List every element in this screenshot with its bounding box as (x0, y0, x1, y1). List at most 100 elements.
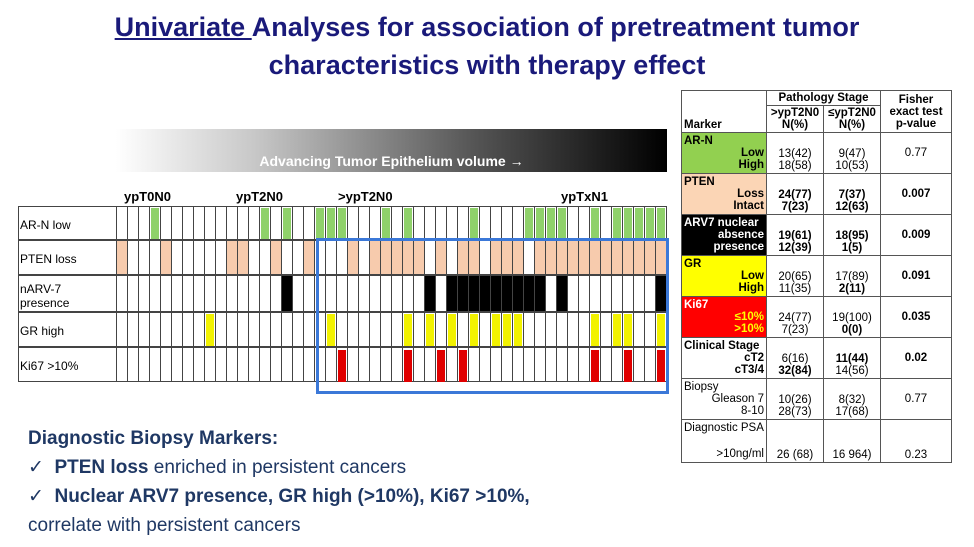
marker-level: >10ng/ml (716, 448, 764, 460)
value: 2(11) (838, 283, 866, 295)
value: 24(77) (778, 312, 812, 324)
check-icon: ✓ (28, 486, 44, 507)
value: 12(63) (835, 201, 869, 213)
value-cell-gt: 26 (68) (766, 419, 824, 463)
value-cell-le: 16 964) (823, 419, 881, 463)
p-value: 0.007 (880, 173, 952, 215)
p-value: 0.091 (880, 255, 952, 297)
heatmap-row-label: AR-N low (20, 218, 71, 232)
value: 24(77) (778, 189, 812, 201)
value-cell-le: 7(37) 12(63) (823, 173, 881, 215)
value: 13(42) (778, 148, 812, 160)
heatmap-cell (325, 312, 337, 347)
value: 14(56) (835, 365, 869, 377)
slide-title: Univariate Analyses for association of p… (0, 8, 974, 84)
diag-heading: Diagnostic Biopsy Markers: (28, 428, 279, 449)
marker-cell: Clinical Stage cT2 cT3/4 (681, 337, 767, 379)
heatmap-row-label: nARV-7 presence (20, 282, 70, 310)
heatmap-row-label: PTEN loss (20, 252, 77, 266)
title-underlined: Univariate (114, 12, 252, 42)
value-cell-gt: 13(42) 18(58) (766, 132, 824, 174)
heatmap-label-cell (18, 275, 117, 312)
value-cell-le: 18(95) 1(5) (823, 214, 881, 256)
marker-level: cT2 (744, 352, 764, 364)
value: 19(61) (778, 230, 812, 242)
value: 17(68) (835, 406, 869, 418)
header-pathology-stage: Pathology Stage (766, 90, 881, 106)
value: 19(100) (832, 312, 872, 324)
value: 1(5) (841, 242, 863, 254)
marker-level: High (738, 159, 764, 171)
value: 28(73) (778, 406, 812, 418)
value: 11(44) (835, 353, 869, 365)
stage-label-ypTxN1: ypTxN1 (561, 189, 608, 204)
p-value: 0.23 (880, 419, 952, 463)
value: 10(26) (778, 394, 812, 406)
header-fisher: Fisher exact test p-value (880, 90, 952, 133)
diag-line1-bold: PTEN loss (54, 457, 149, 478)
value: 7(23) (781, 324, 809, 336)
marker-level: absence (717, 229, 764, 241)
marker-level: High (738, 282, 764, 294)
value: 17(89) (835, 271, 869, 283)
heatmap-label-cell (18, 206, 117, 240)
marker-level: Low (741, 270, 764, 282)
stage-label-ypT2N0: ypT2N0 (236, 189, 283, 204)
value: 0(0) (841, 324, 863, 336)
tumor-volume-gradient-bar: Advancing Tumor Epithelium volume → (116, 129, 667, 172)
marker-level: Gleason 7 (711, 393, 764, 405)
marker-cell: ARV7 nuclear absence presence (681, 214, 767, 256)
value: 18(95) (835, 230, 869, 242)
diagnostic-markers-text: Diagnostic Biopsy Markers: ✓ PTEN loss e… (28, 424, 530, 540)
title-line2: characteristics with therapy effect (268, 50, 706, 80)
value: 6(16) (781, 353, 809, 365)
diag-line2-bold: Nuclear ARV7 presence, GR high (>10%), K… (54, 486, 530, 507)
value-cell-le: 11(44) 14(56) (823, 337, 881, 379)
heatmap-label-cell (18, 240, 117, 275)
header-col-le: ≤ypT2N0 N(%) (823, 105, 881, 133)
marker-name: Diagnostic PSA (684, 422, 764, 434)
marker-name: Biopsy (684, 381, 719, 393)
value-cell-gt: 19(61) 12(39) (766, 214, 824, 256)
marker-level: >10% (734, 323, 764, 335)
marker-level: presence (713, 241, 764, 253)
marker-level: 8-10 (740, 405, 764, 417)
value: 26 (68) (776, 449, 814, 461)
marker-cell: Ki67 ≤10% >10% (681, 296, 767, 338)
p-value: 0.035 (880, 296, 952, 338)
value-cell-le: 8(32) 17(68) (823, 378, 881, 420)
marker-name: Clinical Stage (684, 340, 760, 352)
marker-cell: Biopsy Gleason 7 8-10 (681, 378, 767, 420)
check-icon: ✓ (28, 457, 44, 478)
header-col-gt: >ypT2N0 N(%) (766, 105, 824, 133)
header-marker: Marker (681, 90, 767, 133)
value-cell-le: 19(100) 0(0) (823, 296, 881, 338)
value: 7(37) (838, 189, 866, 201)
value-cell-gt: 10(26) 28(73) (766, 378, 824, 420)
value: 11(35) (778, 283, 812, 295)
value: 8(32) (838, 394, 866, 406)
gradient-label: Advancing Tumor Epithelium volume → (259, 153, 524, 169)
diag-line1-rest: enriched in persistent cancers (148, 457, 407, 478)
value: 7(23) (781, 201, 809, 213)
value-cell-gt: 24(77) 7(23) (766, 296, 824, 338)
p-value: 0.77 (880, 378, 952, 420)
marker-name: AR-N (684, 135, 713, 147)
marker-name: Ki67 (684, 299, 709, 311)
marker-level: Loss (737, 188, 764, 200)
marker-cell: GR Low High (681, 255, 767, 297)
persistent-cancer-highlight-box (316, 238, 669, 394)
value-cell-le: 9(47) 10(53) (823, 132, 881, 174)
value-cell-gt: 24(77) 7(23) (766, 173, 824, 215)
heatmap-row-label: Ki67 >10% (20, 359, 79, 373)
stage-label-ypT0N0: ypT0N0 (124, 189, 171, 204)
marker-name: ARV7 nuclear (684, 217, 759, 229)
marker-level: Low (741, 147, 764, 159)
value: 10(53) (835, 160, 869, 172)
statistics-table: Marker Pathology Stage Fisher exact test… (681, 90, 952, 463)
marker-cell: Diagnostic PSA >10ng/ml (681, 419, 767, 463)
value: 18(58) (778, 160, 812, 172)
p-value: 0.02 (880, 337, 952, 379)
value-cell-gt: 20(65) 11(35) (766, 255, 824, 297)
p-value: 0.77 (880, 132, 952, 174)
